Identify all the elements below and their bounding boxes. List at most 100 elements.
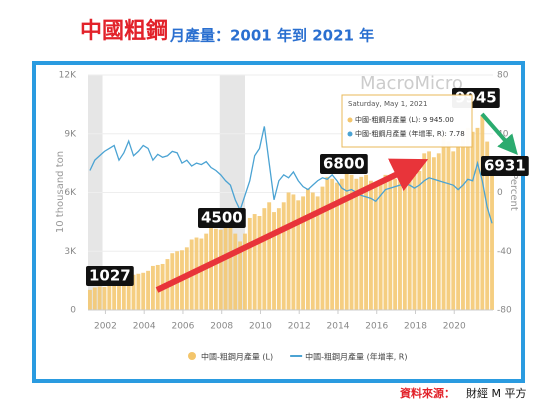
bar [388, 176, 393, 310]
tooltip-box [341, 94, 473, 148]
bar [199, 238, 204, 310]
x-tick-label: 2002 [94, 322, 117, 332]
bar [480, 115, 485, 311]
bar [117, 281, 121, 310]
bar [233, 233, 238, 310]
tooltip-dot [347, 131, 353, 137]
bar [223, 227, 228, 310]
bar [456, 147, 461, 310]
bar [204, 233, 209, 310]
bar [247, 217, 252, 310]
bar [383, 174, 388, 310]
callout-box [198, 208, 246, 228]
bar [461, 129, 465, 310]
x-tick-label: 2012 [288, 322, 311, 332]
bar [88, 289, 92, 310]
bar [470, 131, 475, 310]
x-tick-label: 2018 [404, 322, 427, 332]
bar [97, 286, 102, 310]
bar [436, 153, 441, 310]
bar [306, 188, 310, 310]
callout: 1027 [86, 266, 134, 286]
y-tick-label: 0 [70, 306, 76, 316]
y-tick-label: 12K [59, 71, 77, 81]
y-tick-label: 3K [64, 247, 77, 257]
legend-label: 中國-粗鋼月產量 (年增率, R) [305, 352, 407, 362]
bar [441, 135, 446, 310]
source: 財經 M 平方 [466, 386, 526, 400]
bar [359, 176, 364, 310]
bar [267, 202, 272, 310]
x-tick-label: 2020 [443, 322, 466, 332]
x-tick-label: 2014 [327, 322, 350, 332]
bar [475, 127, 480, 310]
bar [354, 178, 359, 310]
y2-tick-label: 0 [497, 188, 503, 198]
bar [310, 192, 315, 310]
bar [325, 176, 330, 310]
y2-tick-label: 80 [497, 71, 509, 81]
bar [209, 227, 213, 310]
bar [427, 151, 431, 310]
bar [276, 208, 281, 310]
callout-box [320, 154, 368, 174]
bar [150, 265, 155, 310]
bar [320, 186, 325, 310]
bar [112, 282, 117, 310]
bar [446, 141, 451, 310]
bar [238, 241, 243, 310]
bar [243, 233, 247, 310]
bar [281, 202, 286, 310]
bar [335, 182, 339, 310]
callout: 6800 [320, 154, 368, 174]
y-tick-label: 9K [64, 129, 77, 139]
legend-label: 中國-粗鋼月產量 (L) [201, 352, 273, 362]
tooltip: Saturday, May 1, 2021 中國-粗鋼月產量 (L): 9 94… [341, 94, 473, 148]
bar [485, 141, 490, 310]
bar [218, 229, 223, 310]
bar [131, 274, 136, 310]
callout-label: 6800 [323, 155, 365, 173]
bar [126, 278, 131, 310]
tooltip-dot [347, 117, 353, 123]
bar [368, 180, 373, 310]
callout: 4500 [198, 208, 246, 228]
x-tick-label: 2010 [249, 322, 272, 332]
bar [412, 174, 417, 310]
bar [490, 174, 494, 310]
bar [422, 153, 427, 310]
tooltip-date: Saturday, May 1, 2021 [348, 100, 427, 108]
callout-label: 1027 [89, 267, 131, 285]
bar [252, 214, 257, 310]
watermark: MacroMicro [360, 73, 463, 94]
y2-tick-label: -40 [497, 247, 512, 257]
bar [92, 287, 97, 310]
x-tick-label: 2008 [210, 322, 233, 332]
bar [378, 180, 383, 310]
legend-swatch [188, 352, 196, 360]
bar [349, 174, 354, 310]
bar [291, 194, 296, 310]
bar [213, 228, 218, 310]
bar [364, 174, 369, 310]
bar [296, 200, 301, 310]
callout-box [481, 156, 529, 176]
bar [102, 286, 107, 310]
bar [431, 157, 436, 310]
chart-title: 中國粗鋼 [80, 18, 168, 44]
bar [339, 178, 344, 310]
tooltip-line: 中國-粗鋼月產量 (L): 9 945.00 [355, 115, 454, 124]
x-tick-label: 2004 [133, 322, 156, 332]
bar [107, 285, 112, 310]
source-label: 資料來源： [400, 386, 455, 400]
bar [262, 208, 267, 310]
bar [402, 165, 407, 310]
y-axis-label: 10 thousand ton [55, 151, 66, 233]
bar [373, 184, 378, 310]
y-tick-label: 6K [64, 188, 77, 198]
bar [330, 178, 335, 310]
callout-label: 6931 [484, 157, 526, 175]
callout: 6931 [481, 156, 529, 176]
drop-arrow [480, 112, 518, 156]
